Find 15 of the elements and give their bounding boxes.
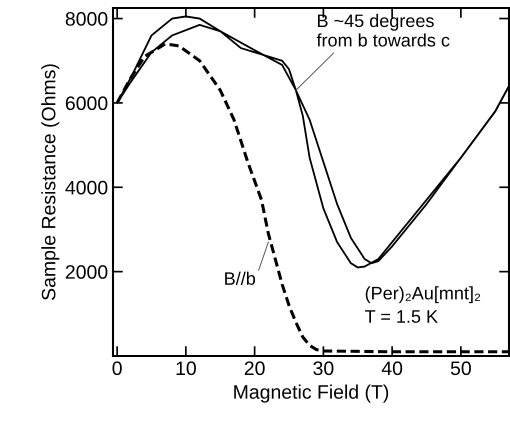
y-tick-label: 6000	[66, 96, 108, 110]
annotation: (Per)₂Au[mnt]₂ T = 1.5 K	[365, 286, 480, 323]
y-tick-label: 2000	[66, 265, 108, 279]
x-axis-title: Magnetic Field (T)	[234, 384, 388, 403]
x-tick-label: 50	[450, 361, 471, 376]
annotation: B ~45 degrees from b towards c	[316, 14, 450, 47]
x-tick-label: 10	[176, 361, 196, 376]
y-tick-label: 4000	[65, 180, 108, 195]
annotation: B//b	[225, 272, 256, 285]
x-tick-label: 30	[313, 361, 334, 376]
x-tick-label: 40	[382, 361, 402, 376]
y-axis-title: Sample Resistance (Ohms)	[41, 64, 60, 300]
x-tick-label: 0	[112, 361, 122, 376]
y-tick-label: 8000	[66, 12, 108, 26]
x-tick-label: 20	[244, 361, 265, 376]
